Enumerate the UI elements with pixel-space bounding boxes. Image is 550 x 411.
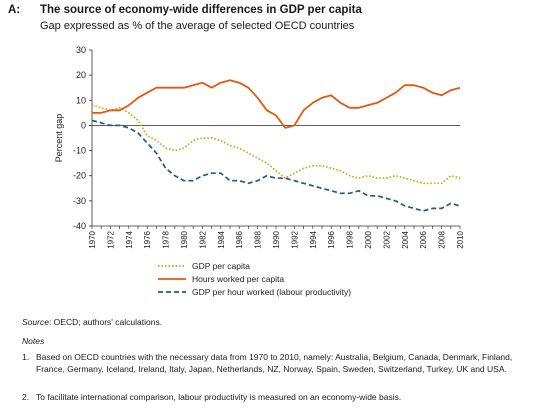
x-tick-label: 1992 [290,230,299,248]
legend-label-1: GDP per capita [192,261,250,271]
y-tick-label: 10 [76,95,86,105]
x-tick-label: 1972 [106,230,115,248]
source-line: Source: OECD; authors' calculations. [22,317,162,327]
note-text: Based on OECD countries with the necessa… [36,352,513,374]
x-tick-label: 1970 [88,230,97,248]
y-tick-label: -20 [73,171,86,181]
y-tick-label: 0 [81,120,86,130]
note-text: To facilitate international comparison, … [36,392,402,402]
note-number: 1. [22,352,30,362]
x-tick-label: 1980 [180,230,189,248]
x-tick-label: 1984 [217,230,226,248]
x-tick-label: 1976 [143,230,152,248]
x-tick-label: 1996 [327,230,336,248]
x-tick-label: 1982 [198,230,207,248]
x-tick-label: 2002 [382,230,391,248]
x-tick-label: 1988 [254,230,263,248]
panel-label: A: [8,4,21,16]
x-tick-label: 2000 [364,230,373,248]
note-number: 2. [22,392,30,402]
chart-subtitle: Gap expressed as % of the average of sel… [40,20,355,32]
legend-label-3: GDP per hour worked (labour productivity… [192,287,351,297]
y-tick-label: 30 [76,45,86,55]
chart-title: The source of economy-wide differences i… [40,4,362,16]
x-tick-label: 1998 [346,230,355,248]
source-text: : OECD; authors' calculations. [48,317,163,327]
source-label: Source [22,317,49,327]
x-tick-label: 2004 [401,230,410,248]
legend-label-2: Hours worked per capita [192,274,284,284]
series-line-2 [92,79,461,129]
x-tick-label: 2010 [456,230,465,248]
y-tick-label: -40 [73,221,86,231]
y-tick-label: -30 [73,196,86,206]
x-tick-label: 1978 [162,230,171,248]
x-tick-label: 2008 [438,230,447,248]
series-line-1 [91,104,461,185]
notes-title: Notes [22,336,45,346]
y-tick-label: 20 [76,70,86,80]
y-tick-label: -10 [73,146,86,156]
x-tick-label: 1974 [125,230,134,248]
x-tick-label: 1994 [309,230,318,248]
x-tick-label: 1986 [235,230,244,248]
y-axis-label: Percent gap [54,114,64,163]
x-tick-label: 1990 [272,230,281,248]
x-tick-label: 2006 [419,230,428,248]
